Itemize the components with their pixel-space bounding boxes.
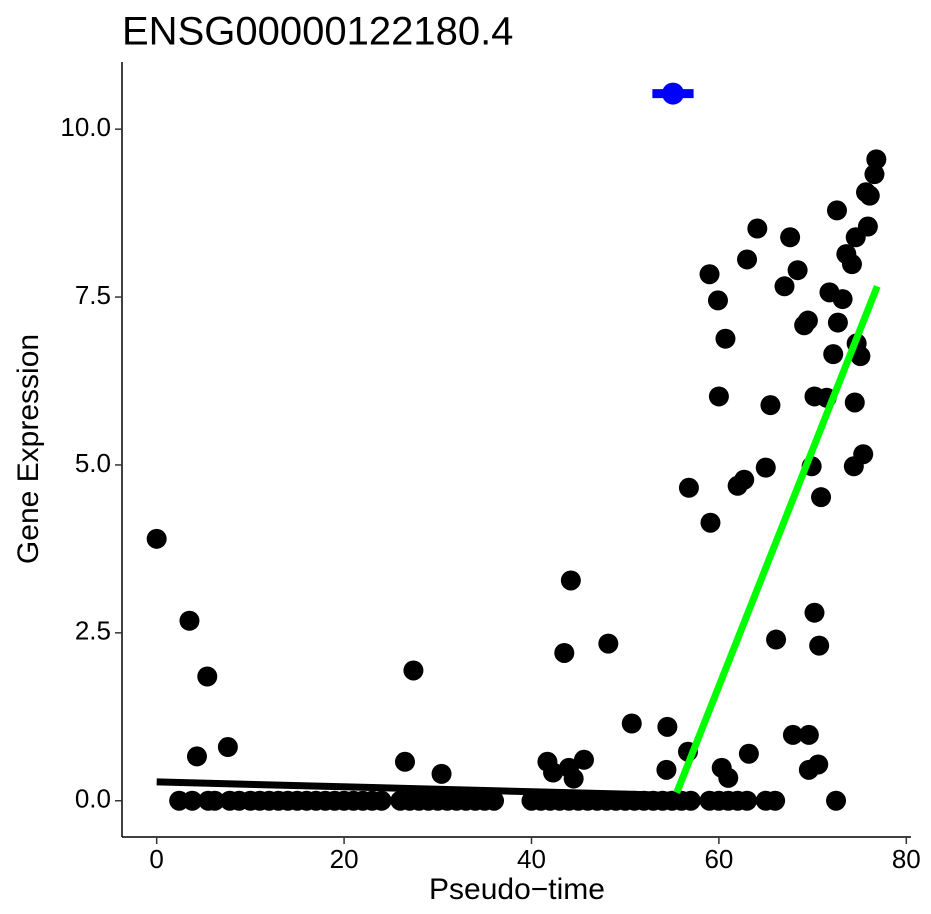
point bbox=[680, 790, 701, 811]
point bbox=[811, 487, 832, 508]
x-tick-label: 40 bbox=[517, 844, 546, 874]
point bbox=[197, 666, 218, 687]
point bbox=[484, 790, 505, 811]
point bbox=[755, 457, 776, 478]
point bbox=[780, 227, 801, 248]
x-tick-label: 60 bbox=[704, 844, 733, 874]
point bbox=[182, 790, 203, 811]
point bbox=[700, 512, 721, 533]
y-tick-label: 0.0 bbox=[75, 784, 111, 814]
point bbox=[403, 660, 424, 681]
chart-title: ENSG00000122180.4 bbox=[122, 10, 513, 54]
point bbox=[760, 395, 781, 416]
point bbox=[573, 749, 594, 770]
point bbox=[394, 751, 415, 772]
point bbox=[827, 312, 848, 333]
point bbox=[371, 790, 392, 811]
point bbox=[804, 602, 825, 623]
point bbox=[598, 633, 619, 654]
point bbox=[864, 164, 885, 185]
point bbox=[718, 767, 739, 788]
point bbox=[857, 216, 878, 237]
point bbox=[747, 218, 768, 239]
y-tick-label: 2.5 bbox=[75, 616, 111, 646]
point bbox=[543, 762, 564, 783]
point bbox=[657, 716, 678, 737]
point bbox=[850, 346, 871, 367]
point bbox=[787, 260, 808, 281]
x-tick-label: 20 bbox=[330, 844, 359, 874]
point bbox=[707, 290, 728, 311]
point bbox=[841, 254, 862, 275]
point bbox=[204, 790, 225, 811]
point bbox=[808, 754, 829, 775]
fit-line bbox=[673, 285, 881, 794]
point bbox=[431, 763, 452, 784]
point bbox=[738, 743, 759, 764]
point bbox=[809, 635, 830, 656]
y-tick-label: 5.0 bbox=[75, 448, 111, 478]
x-tick-label: 80 bbox=[892, 844, 921, 874]
point bbox=[826, 200, 847, 221]
point bbox=[560, 570, 581, 591]
point bbox=[853, 444, 874, 465]
point bbox=[844, 392, 865, 413]
point bbox=[146, 528, 167, 549]
y-tick-label: 10.0 bbox=[60, 112, 111, 142]
point bbox=[866, 149, 887, 170]
point bbox=[179, 610, 200, 631]
point bbox=[765, 790, 786, 811]
point bbox=[826, 790, 847, 811]
point bbox=[621, 713, 642, 734]
point bbox=[727, 475, 748, 496]
point bbox=[699, 264, 720, 285]
point bbox=[737, 790, 758, 811]
point bbox=[678, 477, 699, 498]
point bbox=[766, 629, 787, 650]
point bbox=[832, 289, 853, 310]
point bbox=[217, 737, 238, 758]
x-tick-label: 0 bbox=[149, 844, 163, 874]
point bbox=[708, 386, 729, 407]
y-tick-label: 7.5 bbox=[75, 280, 111, 310]
y-axis-label: Gene Expression bbox=[12, 334, 45, 564]
point bbox=[563, 768, 584, 789]
point bbox=[737, 249, 758, 270]
point bbox=[782, 724, 803, 745]
point bbox=[774, 276, 795, 297]
point bbox=[715, 328, 736, 349]
point bbox=[554, 642, 575, 663]
point bbox=[797, 310, 818, 331]
point bbox=[859, 185, 880, 206]
point bbox=[798, 724, 819, 745]
fit-line bbox=[156, 778, 673, 799]
highlight-point bbox=[661, 82, 684, 105]
x-axis-label: Pseudo−time bbox=[429, 873, 605, 906]
point bbox=[186, 746, 207, 767]
point bbox=[656, 759, 677, 780]
point bbox=[823, 344, 844, 365]
